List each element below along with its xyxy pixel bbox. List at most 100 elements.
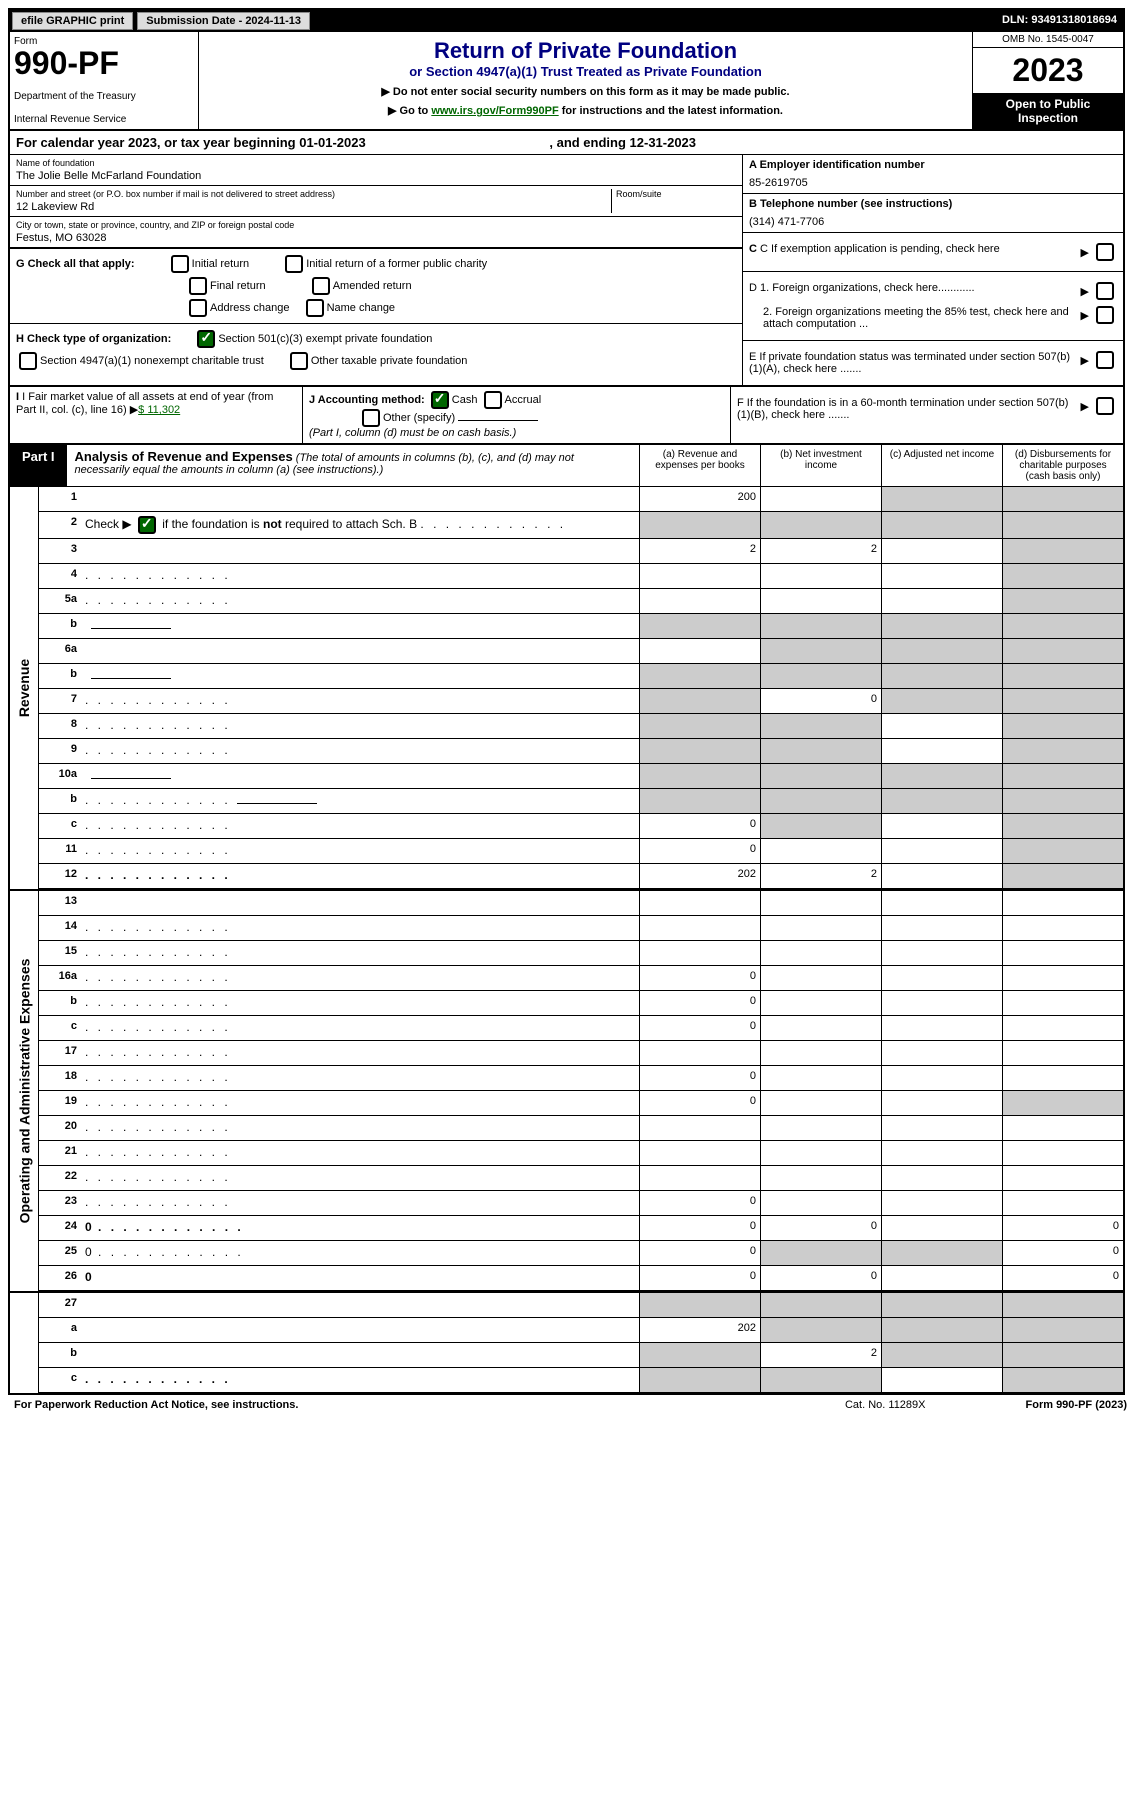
- line-number: 1: [39, 487, 81, 511]
- line-description: [81, 814, 639, 838]
- table-row: b: [39, 664, 1123, 689]
- d2-checkbox[interactable]: [1096, 306, 1114, 324]
- cell-col-d: [1002, 1091, 1123, 1115]
- line-description: [81, 664, 639, 688]
- c-checkbox[interactable]: [1096, 243, 1114, 261]
- cell-col-c: [881, 991, 1002, 1015]
- table-row: 122022: [39, 864, 1123, 889]
- j-note: (Part I, column (d) must be on cash basi…: [309, 427, 724, 439]
- line-number: 16a: [39, 966, 81, 990]
- h-label: H Check type of organization:: [16, 333, 171, 345]
- d1-checkbox[interactable]: [1096, 282, 1114, 300]
- 501c3-label: Section 501(c)(3) exempt private foundat…: [218, 333, 432, 345]
- cell-col-c: [881, 966, 1002, 990]
- cell-col-a: [639, 664, 760, 688]
- accrual-checkbox[interactable]: [484, 391, 502, 409]
- cell-col-d: [1002, 1016, 1123, 1040]
- cell-col-b: [760, 1191, 881, 1215]
- cell-col-c: [881, 539, 1002, 563]
- h-checkboxes: H Check type of organization: Section 50…: [10, 323, 742, 376]
- cell-col-a: 0: [639, 839, 760, 863]
- line-number: 15: [39, 941, 81, 965]
- final-return-checkbox[interactable]: [189, 277, 207, 295]
- cell-col-c: [881, 487, 1002, 511]
- form-number: 990-PF: [14, 47, 194, 79]
- other-method-checkbox[interactable]: [362, 409, 380, 427]
- 501c3-checkbox[interactable]: [197, 330, 215, 348]
- table-row: 10a: [39, 764, 1123, 789]
- line-description: 0: [81, 1241, 639, 1265]
- cell-col-d: [1002, 1368, 1123, 1392]
- calendar-year-line: For calendar year 2023, or tax year begi…: [10, 131, 1123, 155]
- 4947-checkbox[interactable]: [19, 352, 37, 370]
- name-change-checkbox[interactable]: [306, 299, 324, 317]
- line-number: 8: [39, 714, 81, 738]
- line-number: a: [39, 1318, 81, 1342]
- initial-return-checkbox[interactable]: [171, 255, 189, 273]
- table-row: c0: [39, 814, 1123, 839]
- amended-checkbox[interactable]: [312, 277, 330, 295]
- schb-checkbox[interactable]: [138, 516, 156, 534]
- cell-col-a: 0: [639, 1191, 760, 1215]
- efile-print-button[interactable]: efile GRAPHIC print: [12, 12, 133, 30]
- f-checkbox[interactable]: [1096, 397, 1114, 415]
- cell-col-a: [639, 512, 760, 538]
- cell-col-b: [760, 1116, 881, 1140]
- table-row: 110: [39, 839, 1123, 864]
- subtitle: or Section 4947(a)(1) Trust Treated as P…: [205, 64, 966, 79]
- cell-col-c: [881, 564, 1002, 588]
- arrow-icon: ▶: [1081, 246, 1089, 259]
- cell-col-b: [760, 789, 881, 813]
- cell-col-b: [760, 814, 881, 838]
- cell-col-a: [639, 789, 760, 813]
- inline-input[interactable]: [91, 778, 171, 779]
- other-taxable-checkbox[interactable]: [290, 352, 308, 370]
- foundation-name: The Jolie Belle McFarland Foundation: [16, 170, 736, 182]
- line-number: 10a: [39, 764, 81, 788]
- table-row: 180: [39, 1066, 1123, 1091]
- line-number: 19: [39, 1091, 81, 1115]
- open-public: Open to Public Inspection: [973, 93, 1123, 129]
- table-row: b2: [39, 1343, 1123, 1368]
- line-number: 18: [39, 1066, 81, 1090]
- accrual-label: Accrual: [505, 394, 542, 406]
- line-description: [81, 564, 639, 588]
- table-row: c: [39, 1368, 1123, 1393]
- table-row: 260000: [39, 1266, 1123, 1291]
- expenses-label: Operating and Administrative Expenses: [16, 959, 32, 1224]
- address-change-checkbox[interactable]: [189, 299, 207, 317]
- e-checkbox[interactable]: [1096, 351, 1114, 369]
- cell-col-c: [881, 916, 1002, 940]
- cell-col-d: [1002, 1293, 1123, 1317]
- line-description: [81, 891, 639, 915]
- cell-col-a: 2: [639, 539, 760, 563]
- cell-col-c: [881, 789, 1002, 813]
- cell-col-d: [1002, 1141, 1123, 1165]
- table-row: 2Check ▶ if the foundation is not requir…: [39, 512, 1123, 539]
- cell-col-c: [881, 1318, 1002, 1342]
- other-specify-input[interactable]: [458, 420, 538, 421]
- other-label: Other (specify): [383, 412, 455, 424]
- table-row: b: [39, 789, 1123, 814]
- irs-link[interactable]: www.irs.gov/Form990PF: [431, 105, 558, 117]
- cell-col-c: [881, 1266, 1002, 1290]
- line-description: [81, 1293, 639, 1317]
- inline-input[interactable]: [237, 803, 317, 804]
- cell-col-a: 0: [639, 1241, 760, 1265]
- inline-input[interactable]: [91, 628, 171, 629]
- cell-col-c: [881, 664, 1002, 688]
- part1-label: Part I: [10, 445, 67, 486]
- inline-input[interactable]: [91, 678, 171, 679]
- cell-col-c: [881, 1293, 1002, 1317]
- table-row: 15: [39, 941, 1123, 966]
- initial-former-checkbox[interactable]: [285, 255, 303, 273]
- cell-col-b: [760, 1166, 881, 1190]
- part1-title: Analysis of Revenue and Expenses: [75, 449, 293, 464]
- header-center: Return of Private Foundation or Section …: [199, 32, 972, 129]
- cell-col-b: [760, 966, 881, 990]
- line-number: 2: [39, 512, 81, 538]
- expenses-section: Operating and Administrative Expenses 13…: [10, 889, 1123, 1291]
- cell-col-a: [639, 891, 760, 915]
- ein-label: A Employer identification number: [749, 159, 1117, 171]
- cash-checkbox[interactable]: [431, 391, 449, 409]
